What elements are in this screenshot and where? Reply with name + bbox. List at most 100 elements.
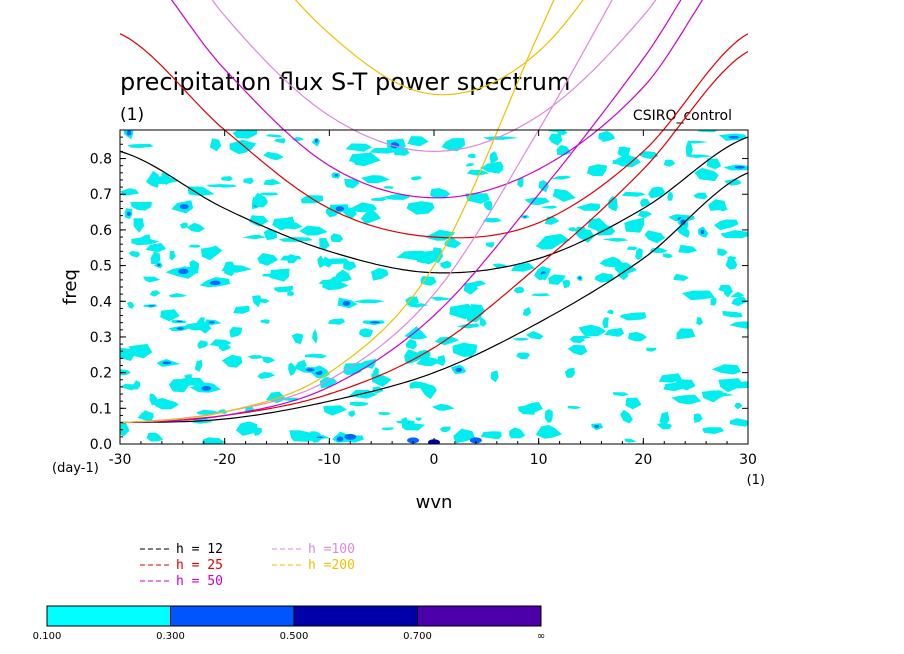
contour-fill-patch <box>628 332 647 342</box>
contour-fill-patch <box>466 163 475 167</box>
contour-fill-patch <box>405 296 419 306</box>
contour-fill-patch <box>667 191 674 201</box>
contour-fill-patch <box>552 188 576 202</box>
contour-fill-patch <box>160 309 180 322</box>
contour-fill-patch <box>480 161 504 171</box>
contour-fill-patch <box>649 247 668 253</box>
dispersion-curve <box>211 0 657 153</box>
contour-fill-patch-high <box>335 206 345 212</box>
contour-fill-patch <box>544 216 560 225</box>
contour-fill-patch <box>710 297 717 306</box>
contour-fill-patch <box>349 401 369 407</box>
contour-fill-patch <box>127 301 135 309</box>
contour-fill-patch <box>734 402 743 410</box>
contour-fill-patch <box>130 201 152 211</box>
contour-fill-patch <box>343 261 357 271</box>
contour-fill-patch <box>431 247 443 264</box>
contour-fill-patch-high <box>342 301 351 306</box>
contour-fill-patch-high <box>407 437 420 444</box>
contour-fill-patch <box>472 280 487 287</box>
contour-fill-patch <box>662 253 673 259</box>
contour-fill-patch <box>381 427 394 431</box>
contour-fill-patch-high <box>305 368 315 372</box>
contour-fill-patch <box>229 326 243 338</box>
legend-label: h = 12 <box>176 542 223 557</box>
contour-fill-patch <box>482 136 519 140</box>
contour-fill-patch <box>232 130 258 139</box>
colorbar-label: 0.300 <box>156 631 185 642</box>
contour-fill-patch <box>568 227 578 232</box>
chart-subtitle-right: CSIRO_control <box>633 108 732 124</box>
contour-fill-patch <box>658 373 682 383</box>
contour-fill-patch-high <box>728 135 739 139</box>
contour-fill-patch <box>485 242 495 248</box>
colorbar-label: 0.500 <box>280 631 309 642</box>
contour-fill-patch <box>551 175 572 180</box>
x-unit-label: (1) <box>747 473 765 488</box>
y-tick-label: 0.8 <box>90 152 112 168</box>
contour-fill-patch <box>263 151 284 161</box>
contour-fill-patch <box>348 152 381 167</box>
contour-fill-patch <box>257 372 276 379</box>
x-tick-label: -30 <box>109 452 132 468</box>
contour-fill-patch <box>220 176 233 181</box>
colorbar: 0.100 0.300 0.500 0.700 ∞ <box>33 605 545 642</box>
x-tick-label: 20 <box>634 452 652 468</box>
contour-fill-patch <box>129 343 153 359</box>
contour-fill-patch <box>289 430 317 442</box>
contour-fill-patch <box>456 323 480 329</box>
contour-fill-patch <box>146 432 164 442</box>
contour-fill-patch <box>278 222 303 230</box>
contour-fill-patch <box>625 397 642 410</box>
dispersion-curves-layer <box>119 0 749 424</box>
contour-fill-patch <box>431 403 455 411</box>
contour-fill-patch <box>252 192 268 206</box>
contour-fill-patch <box>416 356 441 367</box>
contour-fill-patch-high <box>700 229 705 235</box>
contour-fill-patch <box>604 327 625 337</box>
contour-fill-patch <box>221 264 252 273</box>
contour-fill-patch <box>718 378 745 393</box>
contour-fill-patch <box>490 370 499 383</box>
contour-fill-patch <box>541 205 558 209</box>
contour-fill-patch <box>517 176 524 188</box>
contour-fill-patch <box>312 329 318 344</box>
contour-fill-patch <box>371 268 389 281</box>
contour-fill-patch <box>578 324 607 337</box>
dispersion-curve <box>119 172 749 424</box>
contour-fill-patch <box>621 191 646 197</box>
y-tick-label: 0.6 <box>90 223 112 239</box>
contour-fill-patch <box>564 367 575 378</box>
contour-fill-patch <box>480 431 502 440</box>
contour-fill-patch <box>693 413 703 423</box>
chart-title: precipitation flux S-T power spectrum <box>120 68 570 96</box>
contour-fill-patch <box>663 159 676 167</box>
dispersion-curve <box>119 0 682 424</box>
contour-fill-patch-high <box>209 280 221 286</box>
contour-fill-patch <box>206 184 237 188</box>
x-tick-label: 0 <box>430 452 439 468</box>
contour-fill-patch <box>602 238 629 242</box>
contour-fill-patch <box>383 186 394 189</box>
contour-fill-patch <box>717 248 728 257</box>
y-tick-label: 0.4 <box>90 294 112 310</box>
y-unit-label: (day-1) <box>52 461 99 476</box>
contour-fill-patch-high <box>176 320 183 323</box>
contour-fill-patch <box>725 255 738 270</box>
legend-label: h =200 <box>308 558 355 573</box>
x-tick-label: 30 <box>739 452 757 468</box>
contour-fill-patch <box>607 309 614 315</box>
colorbar-segment <box>46 605 171 627</box>
contour-fill-patch <box>673 273 689 281</box>
contour-fill-patch <box>143 276 161 283</box>
contour-fill-patch <box>644 230 666 244</box>
contour-fill-patch <box>326 406 343 413</box>
contour-fill-patch-high <box>369 321 380 324</box>
contour-fill-patch <box>624 438 637 443</box>
contour-fill-patch-high <box>126 211 131 216</box>
contour-fill-patch <box>265 134 283 138</box>
contour-fill-patch <box>249 215 269 227</box>
contour-fill-patch <box>439 426 451 433</box>
contour-fill-patch <box>396 250 428 261</box>
y-tick-label: 0.3 <box>90 330 112 346</box>
